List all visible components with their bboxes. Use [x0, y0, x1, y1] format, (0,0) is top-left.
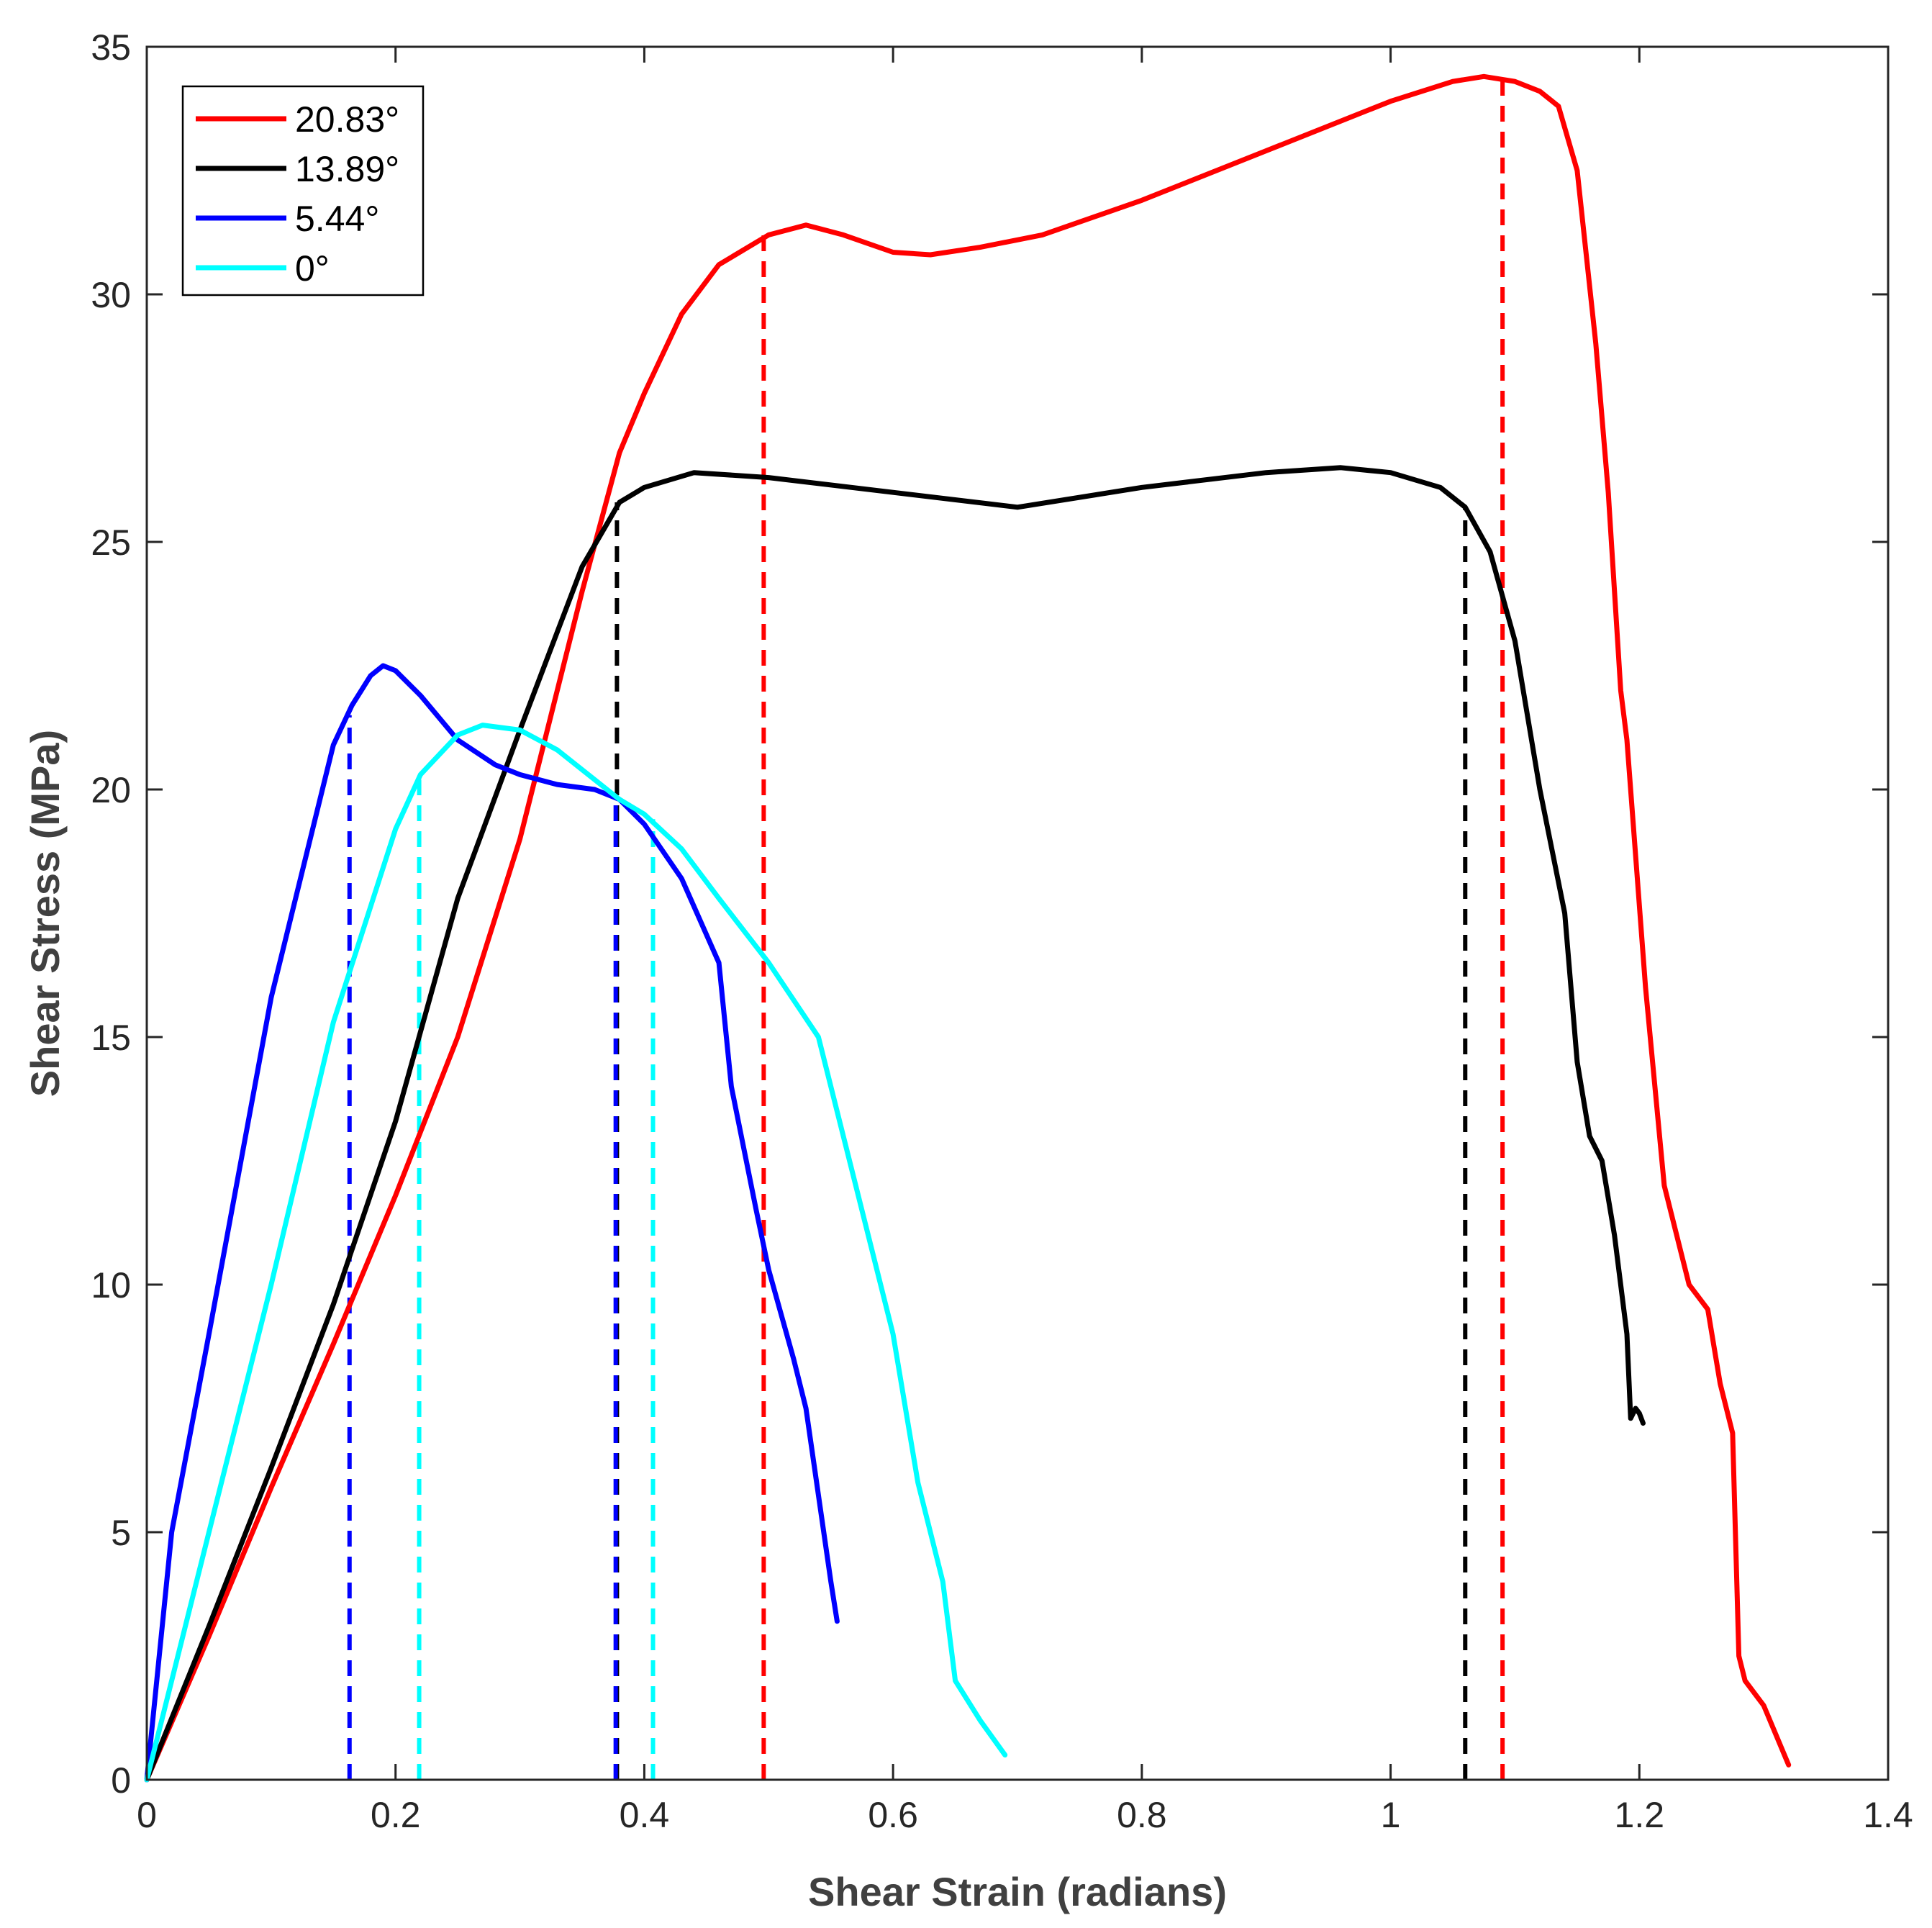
x-tick-label: 0.6	[868, 1795, 918, 1835]
y-tick-label: 5	[111, 1513, 131, 1553]
legend-label-5-44: 5.44°	[295, 199, 379, 239]
legend: 20.83° 13.89° 5.44° 0°	[181, 85, 425, 297]
x-tick-label: 1.2	[1615, 1795, 1665, 1835]
x-tick-label: 0	[137, 1795, 157, 1835]
x-tick-label: 1.4	[1863, 1795, 1913, 1835]
series-line-20-83	[144, 73, 1792, 1783]
x-tick-label: 0.4	[620, 1795, 670, 1835]
legend-label-13-89: 13.89°	[295, 149, 399, 189]
threshold-lines	[347, 78, 1505, 1780]
series-line-5-44	[144, 663, 840, 1783]
y-tick-label: 25	[91, 522, 131, 563]
y-tick-label: 20	[91, 770, 131, 810]
x-tick-label: 0.8	[1117, 1795, 1167, 1835]
legend-label-0: 0°	[295, 248, 330, 289]
x-tick-label: 1	[1381, 1795, 1401, 1835]
x-axis-title: Shear Strain (radians)	[808, 1869, 1227, 1914]
y-axis-title: Shear Stress (MPa)	[22, 730, 68, 1097]
y-tick-label: 35	[91, 27, 131, 68]
series-line-0	[144, 723, 1008, 1783]
y-tick-label: 0	[111, 1760, 131, 1801]
y-tick-label: 10	[91, 1265, 131, 1305]
series-line-13-89	[144, 465, 1646, 1783]
data-series	[144, 73, 1792, 1783]
x-tick-label: 0.2	[371, 1795, 421, 1835]
plot-area-frame	[145, 45, 1890, 1781]
y-tick-label: 30	[91, 275, 131, 315]
axis-ticks: 0 0.2 0.4 0.6 0.8 1 1.2 1.4 0 5 10 15 20 25 30 35	[91, 27, 1913, 1835]
legend-label-20-83: 20.83°	[295, 99, 399, 140]
y-tick-label: 15	[91, 1018, 131, 1058]
